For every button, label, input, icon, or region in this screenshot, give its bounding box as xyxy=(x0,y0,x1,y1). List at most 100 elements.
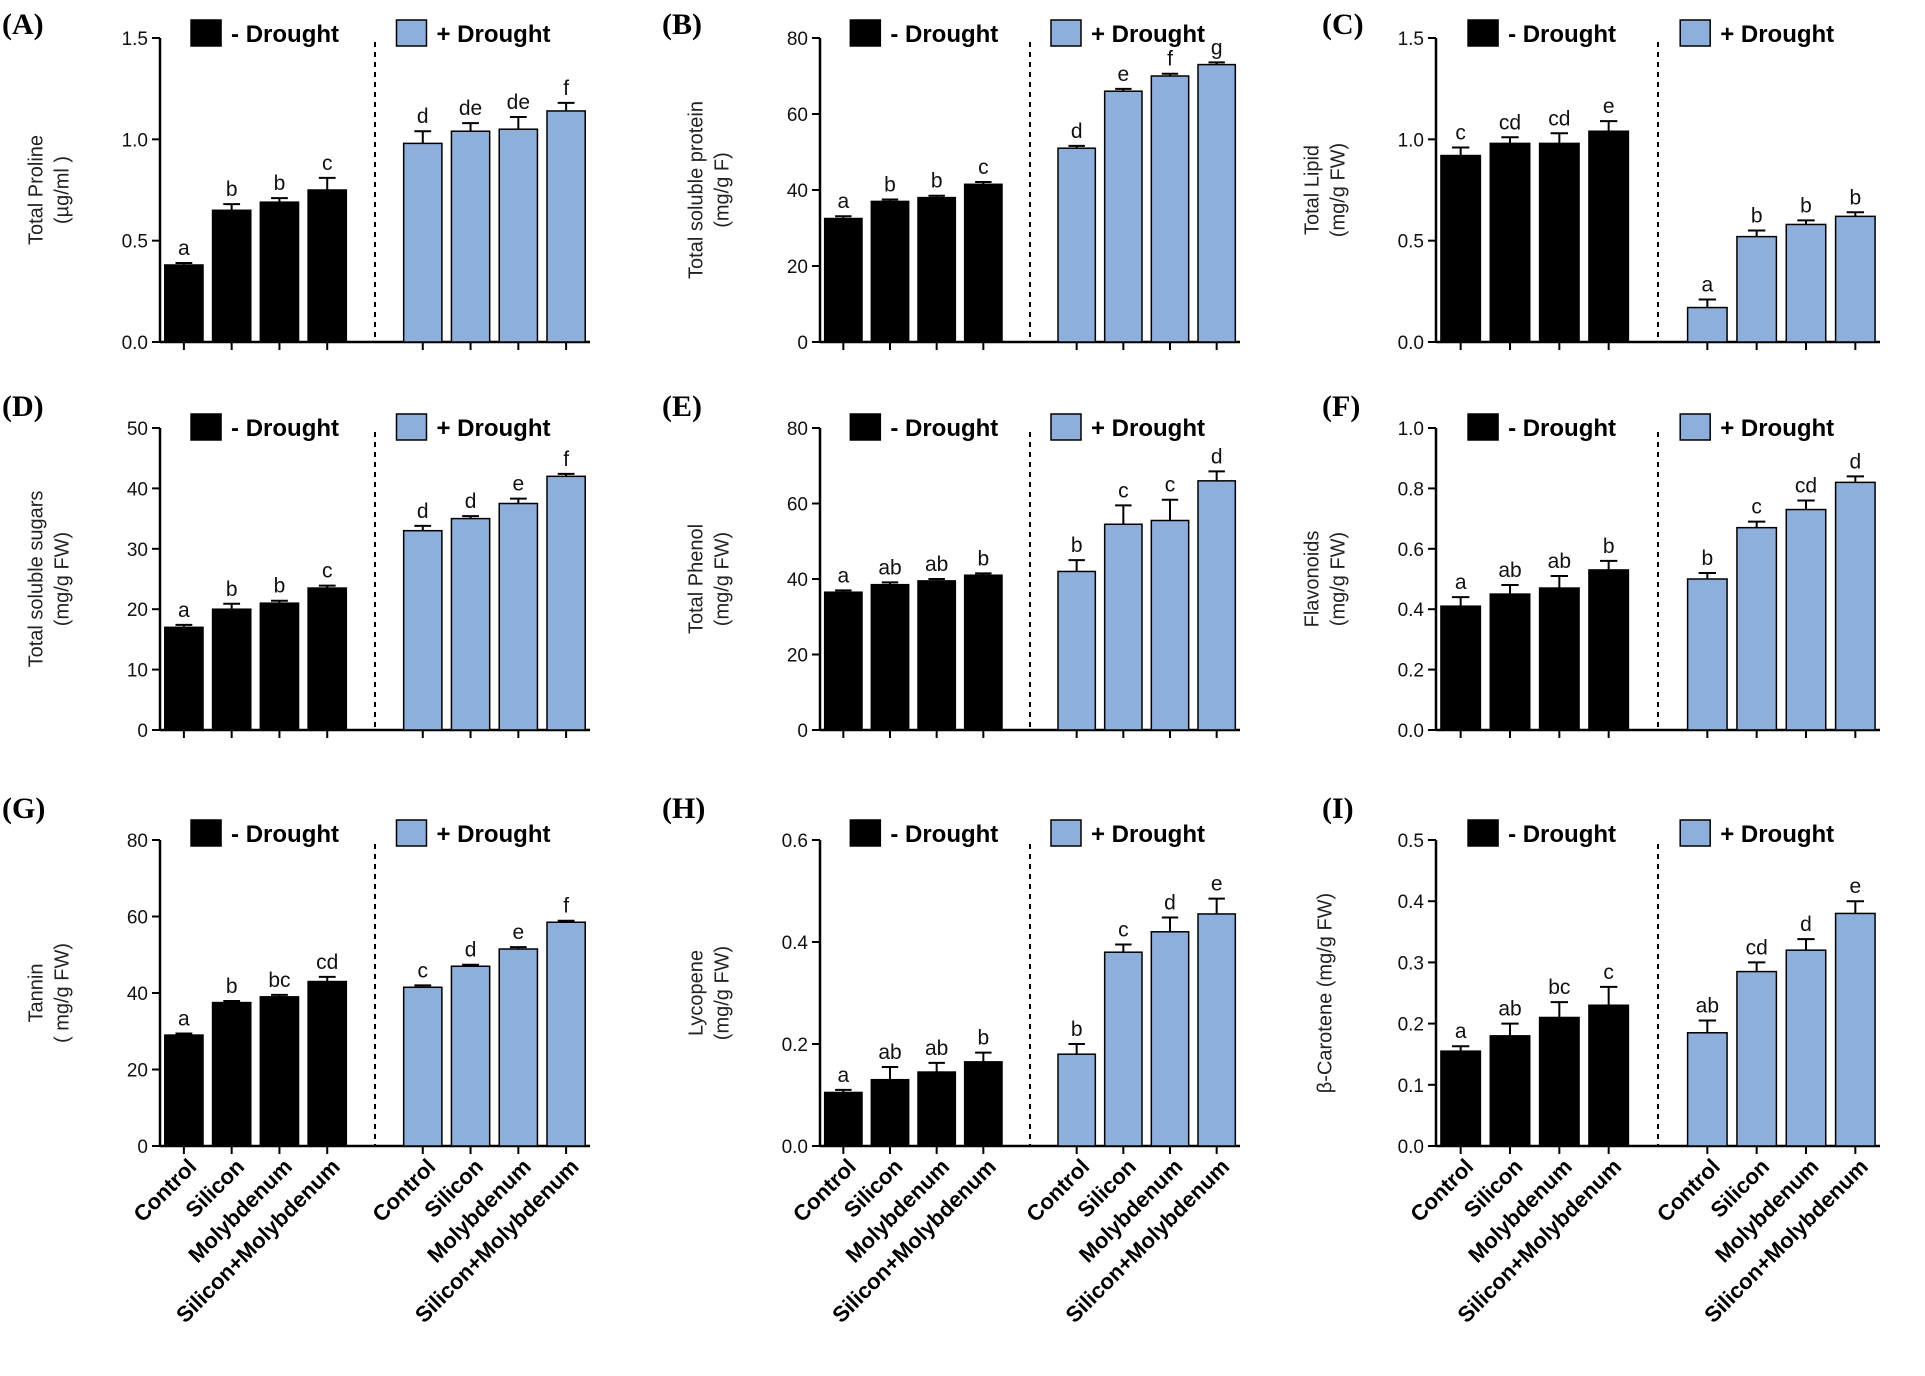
significance-letter: c xyxy=(978,156,989,179)
significance-letter: b xyxy=(1701,547,1713,570)
significance-letter: f xyxy=(563,448,569,471)
y-tick-label: 0.6 xyxy=(782,831,808,852)
bar-plus-drought xyxy=(1785,508,1827,731)
legend-swatch-minus xyxy=(190,413,222,441)
significance-letter: g xyxy=(1211,36,1223,59)
bar-minus-drought xyxy=(1538,142,1580,343)
bar-plus-drought xyxy=(1197,913,1237,1147)
bar-plus-drought xyxy=(1834,481,1876,731)
bar-minus-drought xyxy=(1588,130,1630,343)
legend-label-minus: - Drought xyxy=(1508,415,1616,442)
y-tick-label: 40 xyxy=(787,570,808,591)
y-tick-label: 10 xyxy=(127,661,148,682)
legend-label-minus: - Drought xyxy=(231,415,339,442)
bar-plus-drought xyxy=(1785,949,1827,1147)
y-tick-label: 0.0 xyxy=(122,333,148,354)
legend-swatch-minus xyxy=(1467,19,1499,47)
legend-swatch-minus xyxy=(849,19,882,47)
chart-panel: (G)Tannin( mg/g FW)020406080aControlbSil… xyxy=(2,792,590,1328)
bar-minus-drought xyxy=(917,1071,957,1147)
significance-letter: f xyxy=(563,895,569,918)
y-tick-label: 0.0 xyxy=(1398,721,1424,742)
bar-plus-drought xyxy=(1103,523,1143,731)
bar-minus-drought xyxy=(259,201,300,343)
legend-label-plus: + Drought xyxy=(437,821,551,848)
y-tick-label: 0 xyxy=(137,1137,148,1158)
significance-letter: d xyxy=(465,490,477,513)
significance-letter: d xyxy=(1164,892,1176,915)
bar-plus-drought xyxy=(1834,912,1876,1147)
legend-swatch-plus xyxy=(1050,19,1082,47)
y-tick-label: 0.0 xyxy=(782,1137,808,1158)
significance-letter: a xyxy=(837,1064,849,1087)
bar-plus-drought xyxy=(1686,578,1728,731)
significance-letter: e xyxy=(512,921,524,944)
bar-minus-drought xyxy=(963,574,1003,731)
significance-letter: f xyxy=(1167,48,1173,71)
y-tick-label: 0 xyxy=(797,333,808,354)
legend-label-minus: - Drought xyxy=(231,21,339,48)
y-tick-label: 0 xyxy=(137,721,148,742)
bar-plus-drought xyxy=(1686,306,1728,343)
bar-minus-drought xyxy=(1538,587,1580,731)
legend-label-plus: + Drought xyxy=(1091,415,1205,442)
y-tick-label: 40 xyxy=(787,181,808,202)
significance-letter: c xyxy=(322,152,333,175)
significance-letter: b xyxy=(226,578,238,601)
y-tick-label: 50 xyxy=(127,419,148,440)
significance-letter: cd xyxy=(1795,474,1817,497)
legend-label-plus: + Drought xyxy=(1091,821,1205,848)
bar-minus-drought xyxy=(307,980,348,1147)
legend-swatch-minus xyxy=(1467,413,1499,441)
y-tick-label: 0.5 xyxy=(1398,232,1424,253)
bar-minus-drought xyxy=(1489,593,1531,731)
y-tick-label: 0.8 xyxy=(1398,479,1424,500)
legend-swatch-minus xyxy=(190,819,222,847)
y-tick-label: 1.0 xyxy=(1398,419,1424,440)
significance-letter: cd xyxy=(1548,107,1570,130)
y-axis-title: (mg/g FW) xyxy=(711,946,733,1040)
legend-swatch-plus xyxy=(1679,19,1711,47)
y-axis-title: (mg/g F) xyxy=(711,152,733,228)
legend-label-minus: - Drought xyxy=(890,21,998,48)
significance-letter: a xyxy=(178,237,190,260)
significance-letter: c xyxy=(418,959,429,982)
x-category-label: Control xyxy=(1652,1154,1725,1227)
y-tick-label: 80 xyxy=(787,29,808,50)
chart-panel: (A) Total Proline (µg/ml ) 0.0 0.5 1.0 1.5 a b b c… xyxy=(2,8,590,354)
significance-letter: ab xyxy=(1498,998,1521,1021)
bar-plus-drought xyxy=(402,142,443,343)
y-axis-title: Total Proline xyxy=(25,135,47,245)
y-tick-label: 0.2 xyxy=(1398,661,1424,682)
significance-letter: b xyxy=(1603,535,1615,558)
significance-letter: b xyxy=(1800,194,1812,217)
bar-plus-drought xyxy=(450,965,491,1147)
bar-plus-drought xyxy=(1150,519,1190,731)
bar-plus-drought xyxy=(450,517,491,731)
legend-swatch-minus xyxy=(849,819,882,847)
y-axis-title: Lycopene xyxy=(685,950,707,1036)
significance-letter: c xyxy=(322,560,333,583)
significance-letter: b xyxy=(977,547,989,570)
significance-letter: b xyxy=(931,170,943,193)
bar-minus-drought xyxy=(917,580,957,731)
y-tick-label: 60 xyxy=(787,105,808,126)
y-tick-label: 1.0 xyxy=(122,130,148,151)
significance-letter: b xyxy=(226,975,238,998)
y-tick-label: 40 xyxy=(127,479,148,500)
y-tick-label: 0.2 xyxy=(782,1035,808,1056)
y-tick-label: 0.6 xyxy=(1398,540,1424,561)
bar-minus-drought xyxy=(1489,1035,1531,1147)
significance-letter: a xyxy=(178,599,190,622)
significance-letter: bc xyxy=(268,969,290,992)
legend-swatch-plus xyxy=(395,19,428,47)
panel-label: (A) xyxy=(2,8,44,41)
bar-plus-drought xyxy=(1736,970,1778,1147)
significance-letter: b xyxy=(226,178,238,201)
bar-plus-drought xyxy=(498,948,539,1147)
significance-letter: ab xyxy=(1696,995,1719,1018)
panel-label: (G) xyxy=(2,792,45,825)
bar-plus-drought xyxy=(402,986,443,1147)
legend-swatch-minus xyxy=(190,19,222,47)
